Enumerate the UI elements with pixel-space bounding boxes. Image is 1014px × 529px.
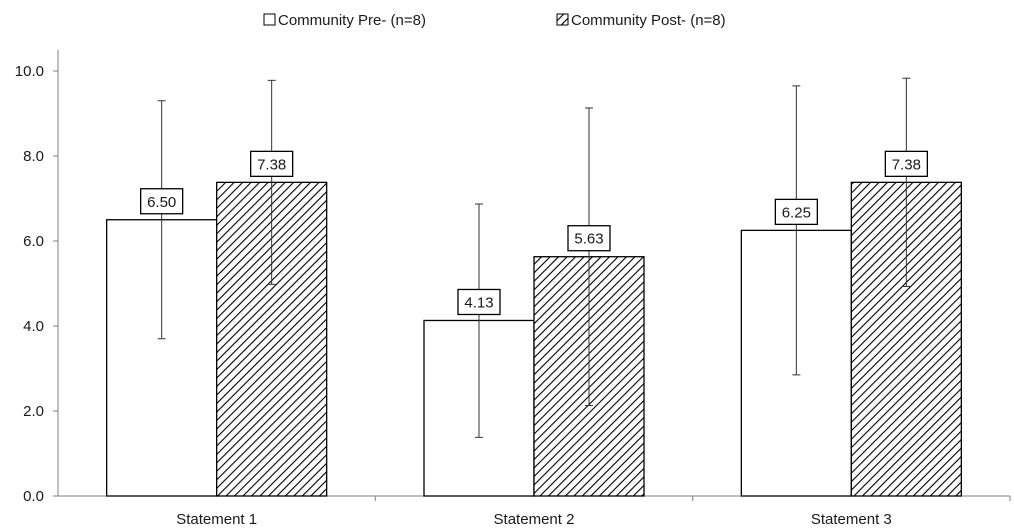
y-tick-label: 6.0 xyxy=(23,233,44,250)
legend-swatch-pre xyxy=(263,13,276,26)
data-label-box xyxy=(884,150,928,178)
y-tick-label: 8.0 xyxy=(23,148,44,165)
error-bars xyxy=(157,77,911,438)
data-label: 6.50 xyxy=(147,194,176,211)
legend-label: Community Post- (n=8) xyxy=(571,12,726,29)
data-label-box xyxy=(457,288,501,316)
x-category-label: Statement 2 xyxy=(494,511,575,528)
y-tick-label: 4.0 xyxy=(23,318,44,335)
x-category-label: Statement 3 xyxy=(811,511,892,528)
legend: Community Pre- (n=8) Community Post- (n=8… xyxy=(263,12,726,29)
axes: 0.0 2.0 4.0 6.0 8.0 10.0 Statement 1 Statement … xyxy=(15,49,1011,528)
legend-label: Community Pre- (n=8) xyxy=(278,12,426,29)
data-labels: 6.50 7.38 4.13 5.63 6.25 7.38 xyxy=(140,150,928,316)
data-label-box xyxy=(567,225,611,252)
y-tick-label: 2.0 xyxy=(23,403,44,420)
data-label: 7.38 xyxy=(257,156,286,173)
data-label-box xyxy=(250,150,294,178)
y-tick-label: 10.0 xyxy=(15,63,44,80)
data-label: 4.13 xyxy=(464,294,493,311)
bars xyxy=(106,181,962,497)
x-category-label: Statement 1 xyxy=(176,511,257,528)
data-label-box xyxy=(140,188,184,215)
data-label: 7.38 xyxy=(892,156,921,173)
y-tick-label: 0.0 xyxy=(23,488,44,505)
data-label: 5.63 xyxy=(574,231,603,248)
data-label-box xyxy=(774,198,818,226)
legend-swatch-post xyxy=(556,13,569,26)
data-label: 6.25 xyxy=(782,204,811,221)
